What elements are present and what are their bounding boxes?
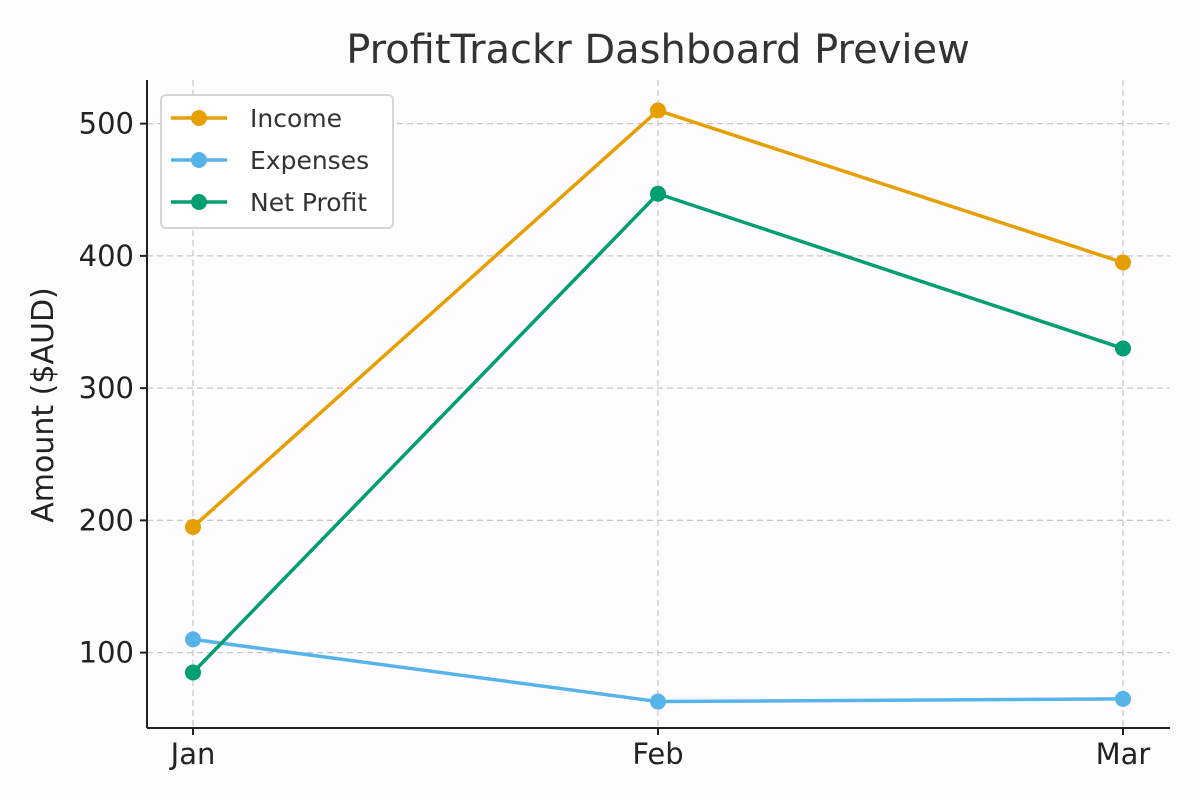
- legend-label: Expenses: [250, 146, 369, 175]
- legend-item-net-profit: Net Profit: [171, 188, 367, 217]
- legend-box: [160, 94, 394, 229]
- series-group: [185, 102, 1131, 710]
- y-tick-label: 500: [79, 107, 134, 141]
- y-tick-label: 100: [79, 636, 134, 670]
- series-net-profit: [185, 185, 1131, 681]
- x-tick-label: Mar: [1096, 737, 1151, 771]
- y-axis-label: Amount ($AUD): [26, 287, 61, 523]
- series-expenses: [185, 631, 1131, 710]
- legend-item-expenses: Expenses: [171, 146, 369, 175]
- legend-item-income: Income: [171, 104, 342, 133]
- chart-title: ProfitTrackr Dashboard Preview: [346, 27, 970, 73]
- legend-swatch-marker: [191, 152, 207, 168]
- data-point-income: [185, 518, 201, 535]
- legend-swatch-marker: [191, 110, 207, 126]
- legend-label: Net Profit: [250, 188, 367, 217]
- data-point-expenses: [185, 631, 201, 648]
- data-point-net-profit: [185, 664, 201, 681]
- data-point-net-profit: [650, 185, 666, 202]
- y-tick-label: 300: [79, 371, 134, 405]
- axes: 100 200 300 400 500 Jan Feb Mar: [79, 80, 1170, 771]
- data-point-expenses: [650, 693, 666, 710]
- data-point-income: [1115, 254, 1131, 271]
- data-point-net-profit: [1115, 340, 1131, 357]
- data-point-income: [650, 102, 666, 119]
- y-tick-label: 400: [79, 239, 134, 273]
- data-point-expenses: [1115, 690, 1131, 707]
- y-tick-label: 200: [79, 503, 134, 537]
- x-tick-label: Feb: [632, 737, 683, 771]
- series-income: [185, 102, 1131, 535]
- legend: Income Expenses Net Profit: [160, 94, 394, 229]
- legend-swatch-marker: [191, 194, 207, 210]
- legend-label: Income: [250, 104, 342, 133]
- x-tick-label: Jan: [169, 737, 216, 771]
